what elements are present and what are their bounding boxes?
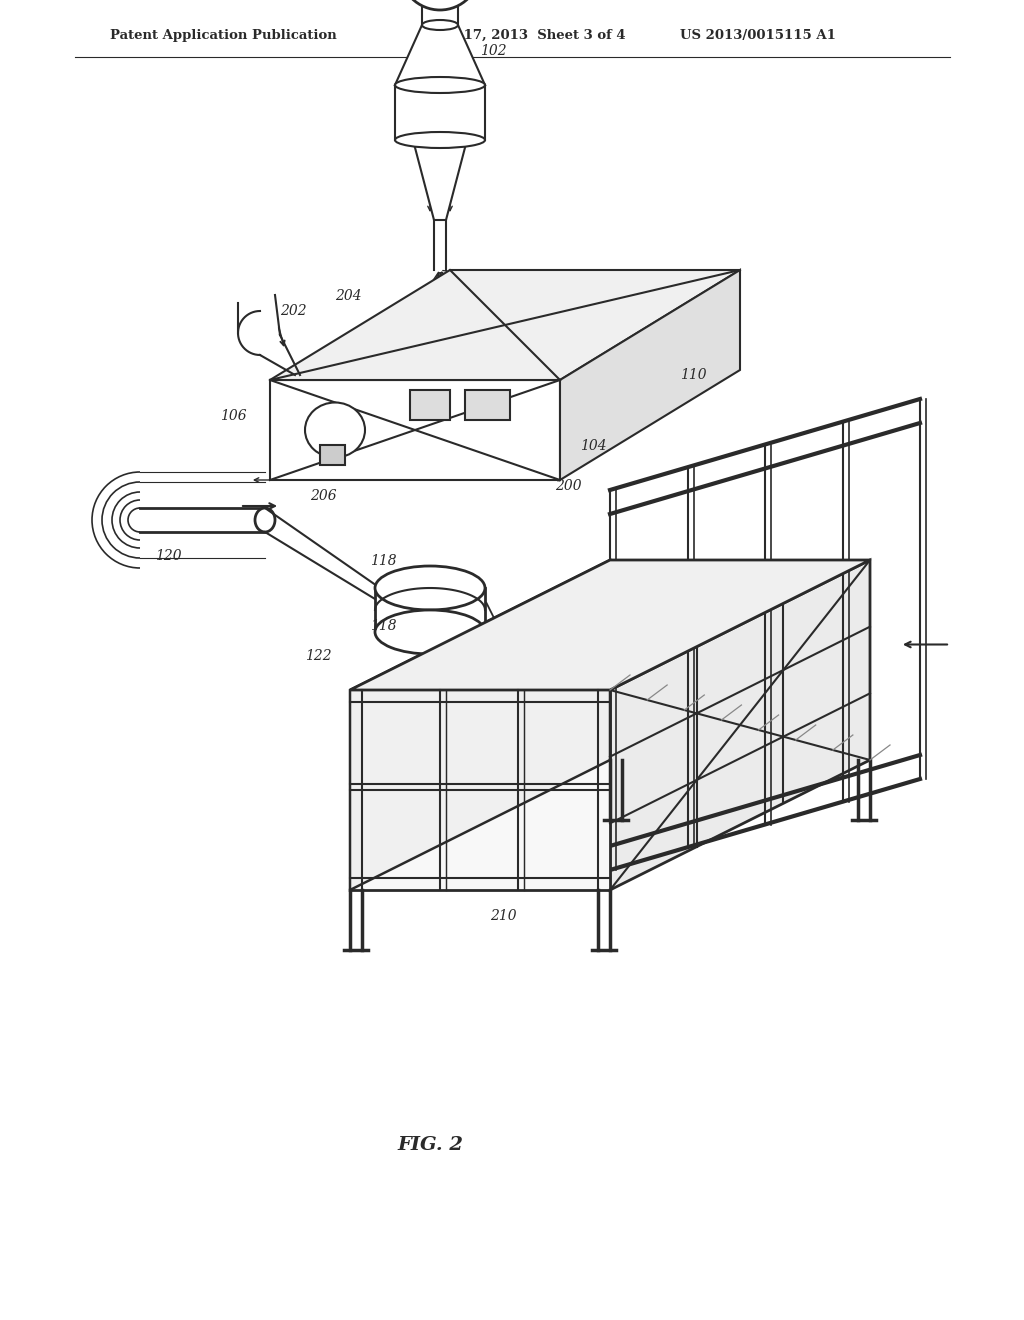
Ellipse shape — [255, 508, 275, 532]
Polygon shape — [465, 389, 510, 420]
Polygon shape — [350, 560, 870, 690]
Ellipse shape — [375, 566, 485, 610]
Ellipse shape — [400, 0, 480, 11]
Text: 106: 106 — [220, 409, 247, 422]
Text: FIG. 2: FIG. 2 — [397, 1137, 463, 1154]
Text: 102: 102 — [480, 44, 507, 58]
Ellipse shape — [375, 610, 485, 653]
Polygon shape — [350, 690, 610, 890]
Text: 120: 120 — [155, 549, 181, 564]
Text: 202: 202 — [280, 304, 306, 318]
Polygon shape — [413, 140, 467, 220]
Text: 110: 110 — [680, 368, 707, 381]
Text: Jan. 17, 2013  Sheet 3 of 4: Jan. 17, 2013 Sheet 3 of 4 — [430, 29, 626, 41]
Polygon shape — [270, 380, 560, 480]
Text: Patent Application Publication: Patent Application Publication — [110, 29, 337, 41]
Text: 210: 210 — [490, 909, 517, 923]
Text: 118: 118 — [370, 554, 396, 568]
Text: 118: 118 — [370, 619, 396, 634]
Text: US 2013/0015115 A1: US 2013/0015115 A1 — [680, 29, 836, 41]
Polygon shape — [270, 271, 740, 380]
Text: 122: 122 — [305, 649, 332, 663]
Text: 204: 204 — [335, 289, 361, 304]
Text: 206: 206 — [310, 488, 337, 503]
Polygon shape — [395, 25, 485, 84]
Polygon shape — [560, 271, 740, 480]
Polygon shape — [610, 560, 870, 890]
Ellipse shape — [422, 20, 458, 30]
Text: 200: 200 — [555, 479, 582, 492]
Polygon shape — [350, 560, 610, 890]
Ellipse shape — [395, 132, 485, 148]
Ellipse shape — [395, 77, 485, 92]
Polygon shape — [319, 445, 345, 465]
Text: 104: 104 — [580, 440, 606, 453]
Ellipse shape — [305, 403, 365, 458]
Polygon shape — [410, 389, 450, 420]
